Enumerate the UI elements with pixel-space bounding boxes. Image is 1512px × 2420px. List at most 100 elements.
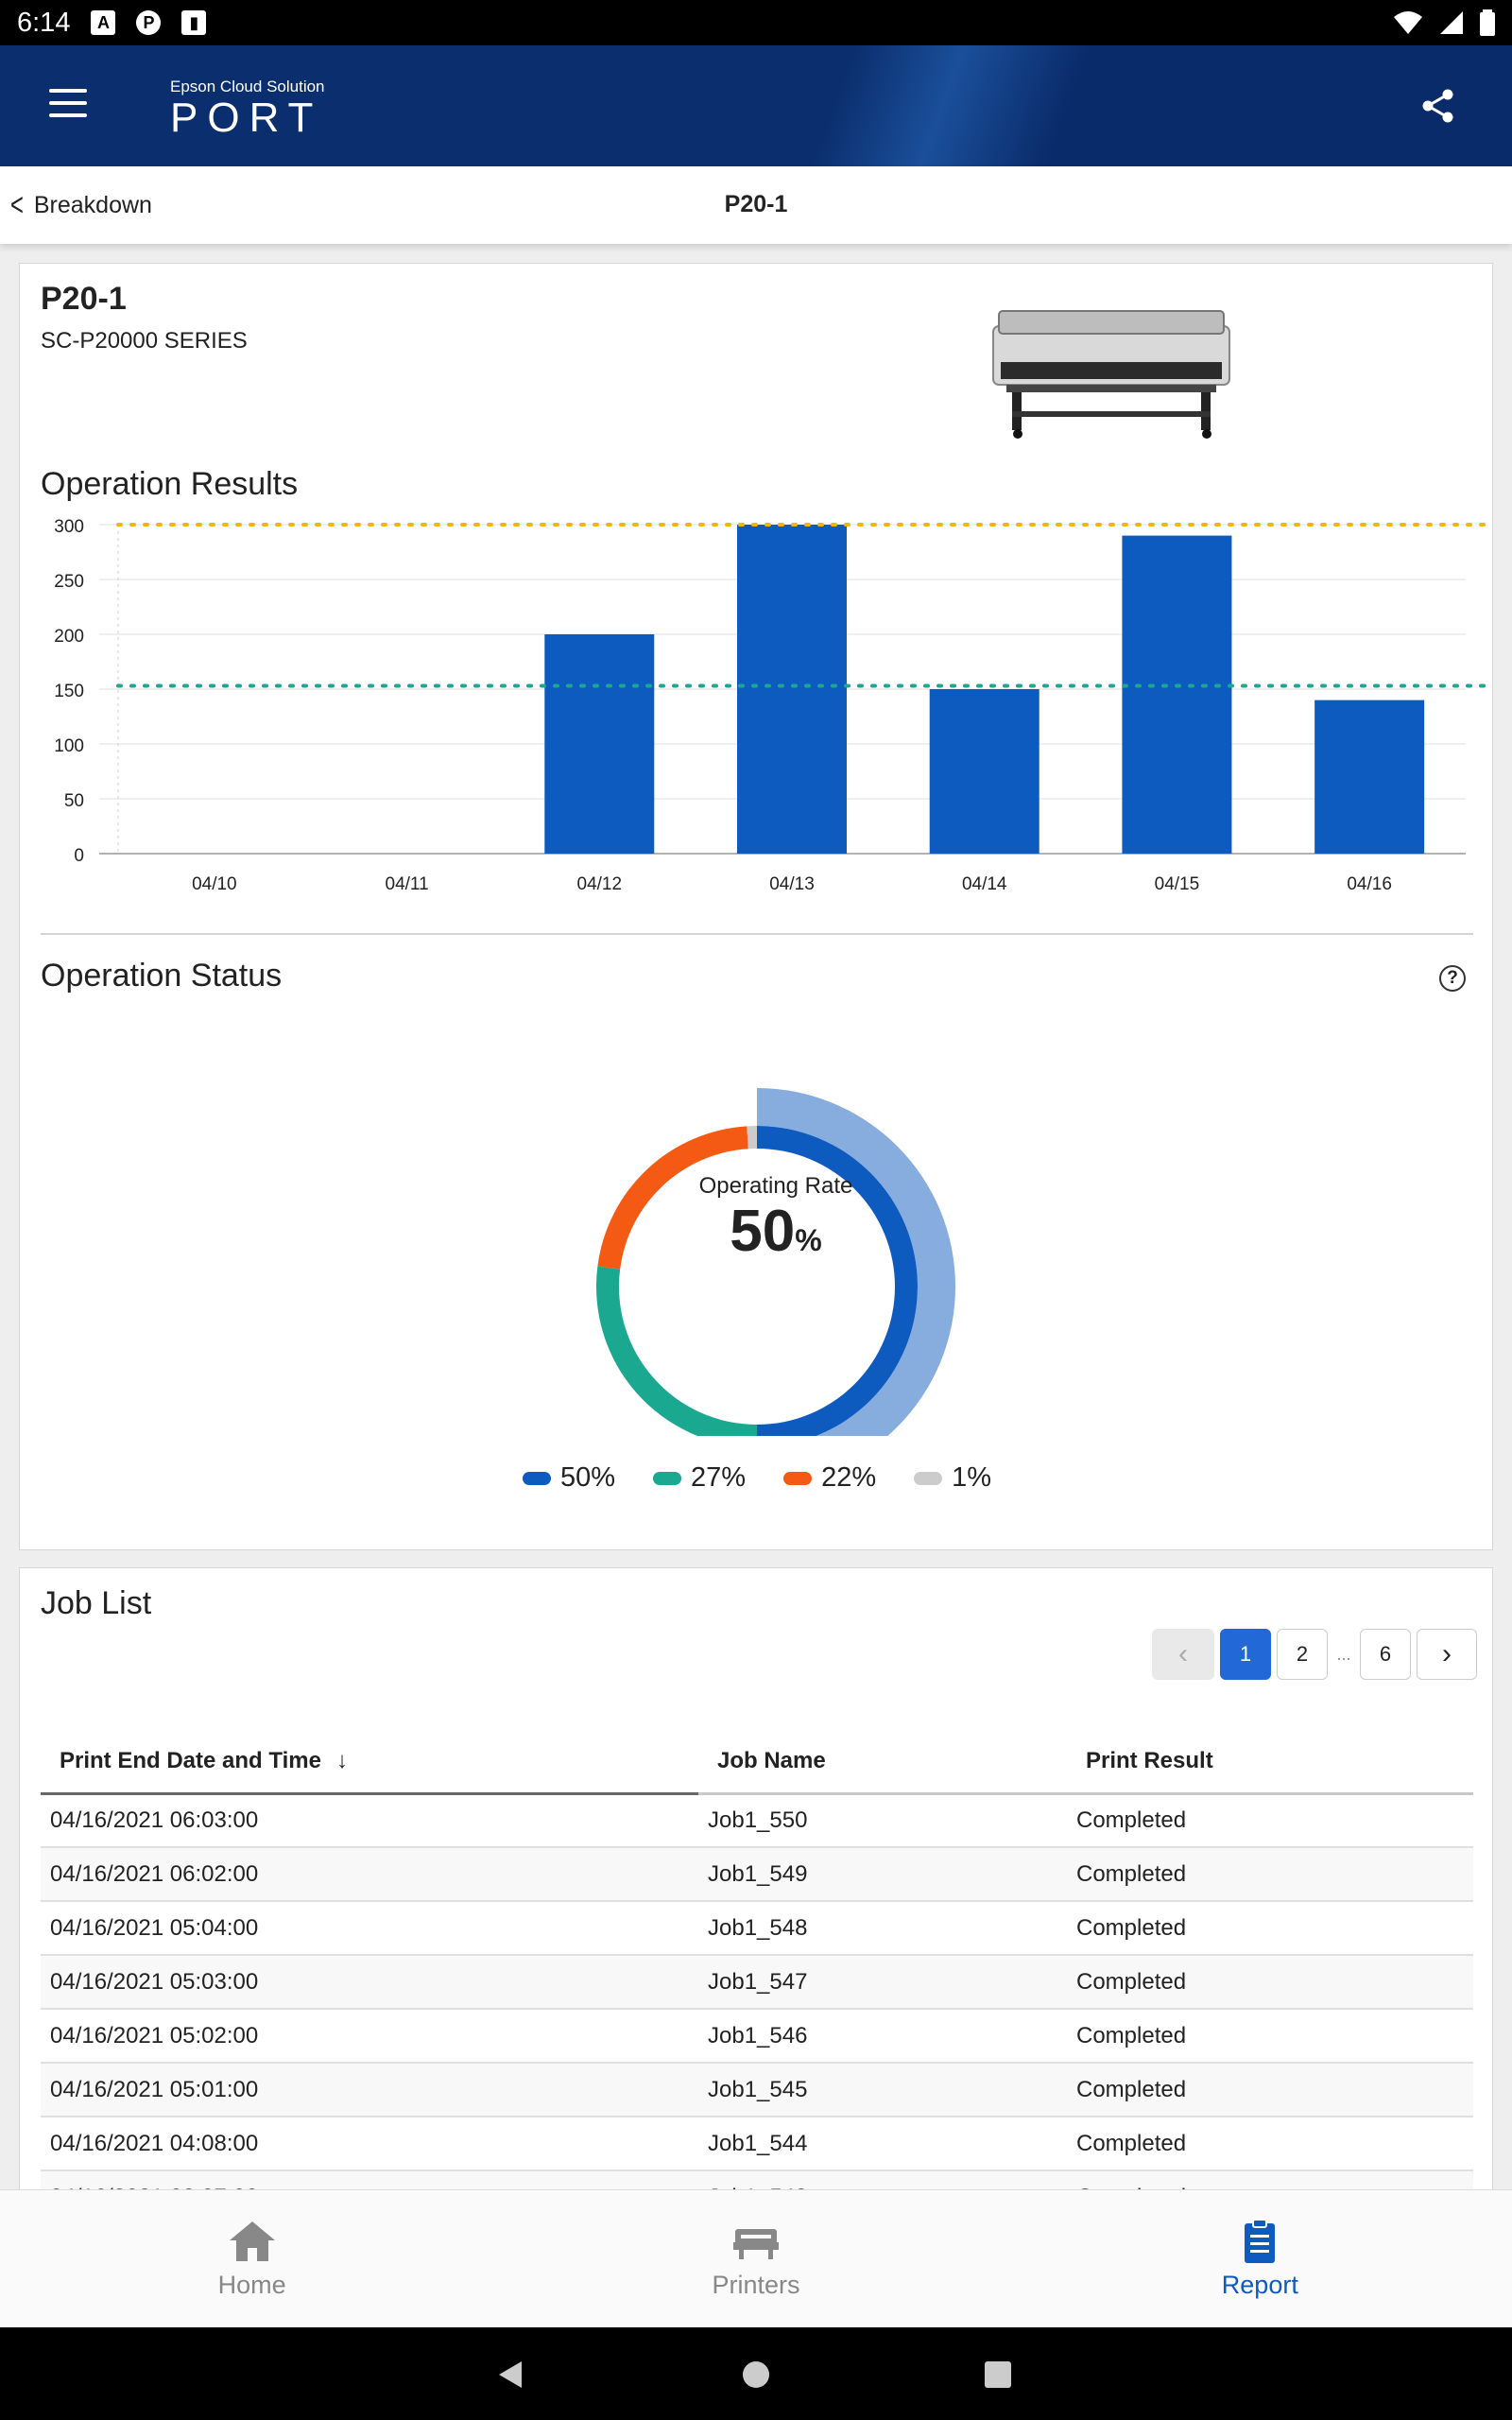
cell-job-name: Job1_546 [698,2009,1067,2064]
operation-results-chart: 0 50 100 150 200 250 300 04/10 04/11 04/12 04/13 04… [54,517,1488,894]
y-tick-label: 200 [54,627,84,647]
table-row[interactable]: 04/16/2021 05:02:00 Job1_546 Completed [41,2009,1473,2064]
column-header-print-result[interactable]: Print Result [1067,1731,1473,1795]
page-title: P20-1 [724,191,788,217]
cell-print-result: Completed [1067,2009,1473,2064]
y-tick-label: 50 [64,791,84,811]
table-row[interactable]: 04/16/2021 05:04:00 Job1_548 Completed [41,1901,1473,1956]
cell-job-name: Job1_545 [698,2063,1067,2118]
recents-square-icon[interactable] [983,2360,1013,2390]
legend-item: 50% [522,1462,616,1494]
legend-swatch [783,1471,813,1485]
y-tick-label: 150 [54,682,84,701]
nav-home-label: Home [217,2271,286,2299]
wifi-icon [1394,11,1422,34]
legend-swatch [522,1471,551,1485]
battery-icon [1480,9,1495,36]
legend-label: 50% [559,1462,616,1493]
table-row[interactable]: 04/16/2021 06:03:00 Job1_550 Completed [41,1793,1473,1848]
bar [1122,535,1232,854]
nav-report[interactable]: Report [1008,2190,1512,2327]
bar [1314,700,1425,854]
operating-rate-unit: % [795,1223,822,1257]
cell-print-result: Completed [1067,1847,1473,1902]
cell-print-result: Completed [1067,1955,1473,2010]
column-header-date[interactable]: Print End Date and Time ↓ [41,1731,698,1795]
page-2-button[interactable]: 2 [1277,1629,1328,1680]
nav-report-label: Report [1221,2271,1298,2299]
y-tick-label: 250 [54,572,84,592]
page-1-button[interactable]: 1 [1220,1629,1271,1680]
x-tick-label: 04/16 [1347,874,1392,894]
p-icon: P [136,10,162,35]
cell-date: 04/16/2021 05:02:00 [41,2009,698,2064]
x-tick-label: 04/15 [1155,874,1200,894]
bar [929,689,1040,854]
bar [737,525,847,854]
cell-date: 04/16/2021 05:01:00 [41,2063,698,2118]
a-icon: A [91,10,116,35]
cell-print-result: Completed [1067,2063,1473,2118]
printer-model: SC-P20000 SERIES [41,328,248,354]
column-header-date-label: Print End Date and Time [60,1748,321,1774]
table-row[interactable]: 04/16/2021 05:01:00 Job1_545 Completed [41,2063,1473,2118]
sd-card-icon: ▮ [181,10,207,35]
back-triangle-icon[interactable] [495,2360,525,2390]
table-row[interactable]: 04/16/2021 05:03:00 Job1_547 Completed [41,1955,1473,2010]
table-header-row: Print End Date and Time ↓ Job Name Print … [41,1731,1473,1795]
operation-results-title: Operation Results [41,466,299,502]
table-row[interactable]: 04/16/2021 04:08:00 Job1_544 Completed [41,2117,1473,2171]
pagination: ‹ 1 2 ... 6 › [1152,1629,1477,1680]
printer-name: P20-1 [41,281,127,317]
clipboard-icon [1245,2219,1276,2263]
share-icon[interactable] [1419,87,1457,125]
job-list-title: Job List [41,1585,152,1621]
status-time: 6:14 [17,7,71,38]
column-header-job-name[interactable]: Job Name [698,1731,1067,1795]
system-nav-bar [0,2327,1512,2420]
bar [544,634,655,854]
operation-status-legend: 50% 27% 22% 1% [20,1462,1494,1494]
help-icon[interactable]: ? [1439,965,1466,992]
nav-printers[interactable]: Printers [504,2190,1007,2327]
home-icon [229,2221,275,2261]
home-circle-icon[interactable] [741,2360,771,2390]
cell-job-name: Job1_549 [698,1847,1067,1902]
chevron-left-icon: < [9,187,24,223]
printer-card: P20-1 SC-P20000 SERIES Operation Results… [19,263,1493,1550]
y-tick-label: 0 [74,846,84,866]
brand-small-text: Epson Cloud Solution [170,78,325,95]
bottom-nav: Home Printers Report [0,2189,1512,2327]
prev-page-button[interactable]: ‹ [1152,1629,1214,1680]
legend-swatch [914,1471,943,1485]
brand-big-text: PORT [170,95,323,141]
job-table: Print End Date and Time ↓ Job Name Print … [41,1731,1473,2225]
sort-down-icon: ↓ [335,1748,348,1774]
next-page-button[interactable]: › [1417,1629,1477,1680]
x-tick-label: 04/10 [192,874,237,894]
sub-header: < Breakdown P20-1 [0,166,1512,244]
donut-highlight-slice [757,1088,955,1436]
legend-label: 27% [691,1462,747,1493]
cell-job-name: Job1_550 [698,1793,1067,1848]
donut-slice [747,1126,757,1150]
cell-job-name: Job1_548 [698,1901,1067,1956]
cell-print-result: Completed [1067,1901,1473,1956]
operation-status-title: Operation Status [41,958,283,994]
back-button[interactable]: < Breakdown [8,187,152,224]
nav-home[interactable]: Home [0,2190,504,2327]
legend-item: 22% [783,1462,876,1494]
page-6-button[interactable]: 6 [1360,1629,1411,1680]
section-divider [41,933,1473,935]
printer-icon [732,2229,779,2259]
back-label: Breakdown [33,192,152,218]
x-tick-label: 04/12 [577,874,623,894]
legend-item: 27% [653,1462,746,1494]
table-row[interactable]: 04/16/2021 06:02:00 Job1_549 Completed [41,1847,1473,1902]
x-tick-label: 04/11 [386,874,429,894]
status-bar: 6:14 A P ▮ [0,0,1512,45]
legend-swatch [653,1471,682,1485]
printer-image [992,310,1230,439]
menu-icon[interactable] [49,89,87,121]
donut-slice [596,1266,757,1436]
